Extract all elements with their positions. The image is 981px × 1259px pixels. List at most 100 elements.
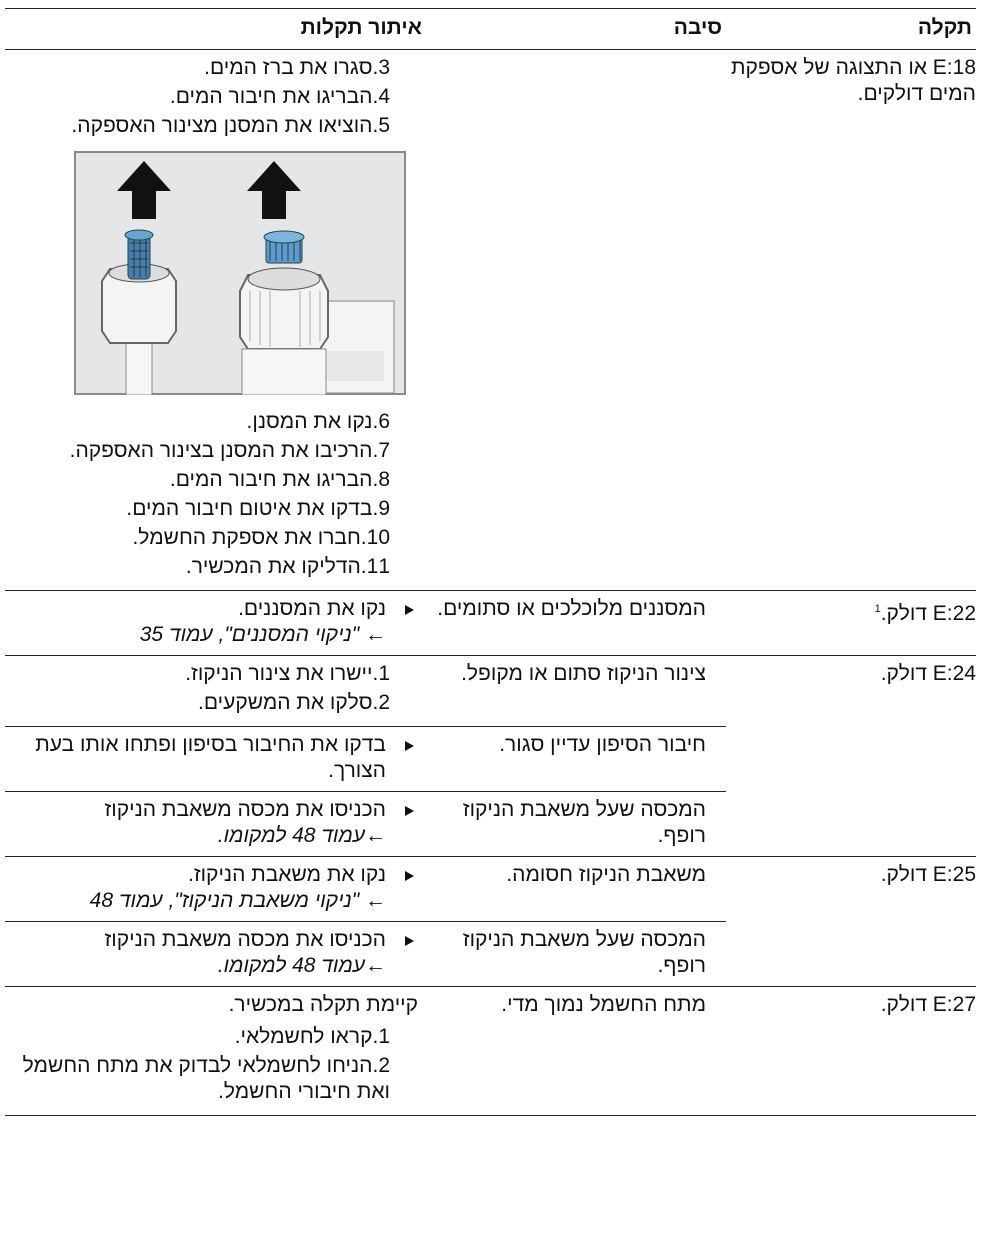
action: בדקו את החיבור בסיפון ופתחו אותו בעת הצו…: [9, 732, 418, 784]
step-text: הניחו לחשמלאי לבדוק את מתח החשמל ואת חיב…: [22, 1054, 390, 1103]
table-row: E:18 או התצוגה של אספקת המים דולקים. 3.סג…: [5, 49, 976, 591]
cause-text: המסננים מלוכלכים או סתומים.: [437, 597, 706, 620]
step-text: הבריגו את חיבור המים.: [169, 85, 373, 108]
action: הכניסו את מכסה משאבת הניקוז: [9, 927, 418, 953]
fault-cell: E:24 דולק.: [726, 655, 976, 857]
cause-cell: צינור הניקוז סתום או מקופל.: [426, 655, 726, 727]
table-row: E:22 דולק.1 המסננים מלוכלכים או סתומים. נק…: [5, 590, 976, 656]
step: 2.סלקו את המשקעים.: [9, 690, 418, 716]
step-number: 9.: [372, 497, 390, 520]
cause-text: חיבור הסיפון עדיין סגור.: [499, 733, 706, 756]
remedy-cell: בדקו את החיבור בסיפון ופתחו אותו בעת הצו…: [5, 726, 426, 792]
note: קיימת תקלה במכשיר.: [228, 993, 418, 1016]
cause-text: משאבת הניקוז חסומה.: [506, 863, 706, 886]
cause-text: צינור הניקוז סתום או מקופל.: [461, 662, 706, 685]
step-number: 8.: [372, 468, 390, 491]
step: 11.הדליקו את המכשיר.: [9, 554, 418, 580]
step-number: 5.: [372, 114, 390, 137]
footnote-mark: 1: [874, 603, 881, 615]
table-body: E:18 או התצוגה של אספקת המים דולקים. 3.סג…: [5, 49, 976, 1116]
step-text: יישרו את צינור הניקוז.: [185, 662, 373, 685]
table-row: המכסה שעל משאבת הניקוז רופף. הכניסו את מכ…: [5, 791, 976, 857]
table-row: E:25 דולק. משאבת הניקוז חסומה. נקו את משאב…: [5, 856, 976, 987]
fault-text: E:24 דולק.: [880, 662, 976, 685]
remedy-cell: 1.יישרו את צינור הניקוז. 2.סלקו את המשקעי…: [5, 655, 426, 727]
step-text: הוציאו את המסנן מצינור האספקה.: [71, 114, 373, 137]
cause-cell: מתח החשמל נמוך מדי.: [426, 986, 726, 1116]
fault-cell: E:27 דולק.: [726, 986, 976, 1116]
step: 1.קראו לחשמלאי.: [9, 1024, 418, 1050]
step: 9.בדקו את איטום חיבור המים.: [9, 496, 418, 522]
page-reference: ← "ניקוי משאבת הניקוז", עמוד 48: [89, 889, 386, 912]
cause-text: המכסה שעל משאבת הניקוז רופף.: [462, 798, 706, 847]
step-number: 10.: [360, 526, 390, 549]
step-number: 2.: [372, 1054, 390, 1077]
fault-text: E:22 דולק.: [880, 602, 976, 625]
header-cause: סיבה: [426, 8, 726, 50]
step-number: 1.: [372, 662, 390, 685]
step-number: 3.: [372, 56, 390, 79]
step-text: קראו לחשמלאי.: [234, 1025, 373, 1048]
step-number: 6.: [372, 410, 390, 433]
table-row: E:27 דולק. מתח החשמל נמוך מדי. קיימת תקלה …: [5, 986, 976, 1116]
cause-cell: המכסה שעל משאבת הניקוז רופף.: [426, 921, 726, 987]
remedy-cell: הכניסו את מכסה משאבת הניקוז ←עמוד 48 למקו…: [5, 921, 426, 987]
step-list: 3.סגרו את ברז המים. 4.הבריגו את חיבור המי…: [9, 55, 418, 139]
remedy-cell: נקו את המסננים. ← "ניקוי המסננים", עמוד 3…: [5, 590, 426, 656]
step-number: 7.: [372, 439, 390, 462]
page-reference: ←עמוד 48 למקומו.: [217, 954, 386, 977]
step: 4.הבריגו את חיבור המים.: [9, 84, 418, 110]
remedy-cell: נקו את משאבת הניקוז. ← "ניקוי משאבת הניקו…: [5, 856, 426, 922]
step-text: הבריגו את חיבור המים.: [169, 468, 373, 491]
page: תקלה סיבה איתור תקלות E:18 או התצוגה של …: [0, 8, 981, 1259]
step-text: חברו את אספקת החשמל.: [132, 526, 361, 549]
filter-illustration: [74, 151, 406, 395]
step-number: 1.: [372, 1025, 390, 1048]
step-text: הדליקו את המכשיר.: [185, 555, 361, 578]
fault-text: E:18 או התצוגה של אספקת המים דולקים.: [731, 56, 976, 105]
fault-text: E:25 דולק.: [880, 863, 976, 886]
cause-cell: המסננים מלוכלכים או סתומים.: [426, 590, 726, 656]
header-fault: תקלה: [726, 8, 976, 50]
step: 3.סגרו את ברז המים.: [9, 55, 418, 81]
step-number: 2.: [372, 691, 390, 714]
cause-cell: המכסה שעל משאבת הניקוז רופף.: [426, 791, 726, 857]
cause-cell: חיבור הסיפון עדיין סגור.: [426, 726, 726, 792]
step-list: 6.נקו את המסנן. 7.הרכיבו את המסנן בצינור …: [9, 409, 418, 580]
action: נקו את משאבת הניקוז.: [9, 862, 418, 888]
step: 7.הרכיבו את המסנן בצינור האספקה.: [9, 438, 418, 464]
step: 2.הניחו לחשמלאי לבדוק את מתח החשמל ואת ח…: [9, 1053, 418, 1105]
fault-cell: E:22 דולק.1: [726, 590, 976, 656]
step-list: 1.קראו לחשמלאי. 2.הניחו לחשמלאי לבדוק את …: [9, 1024, 418, 1105]
page-reference: ← "ניקוי המסננים", עמוד 35: [139, 623, 386, 646]
page-reference: ←עמוד 48 למקומו.: [217, 824, 386, 847]
action: הכניסו את מכסה משאבת הניקוז: [9, 797, 418, 823]
cause-cell: [426, 49, 726, 591]
cause-text: מתח החשמל נמוך מדי.: [501, 993, 706, 1016]
step-number: 4.: [372, 85, 390, 108]
step: 5.הוציאו את המסנן מצינור האספקה.: [9, 113, 418, 139]
step: 8.הבריגו את חיבור המים.: [9, 467, 418, 493]
header-remedy: איתור תקלות: [5, 8, 426, 50]
step-text: סגרו את ברז המים.: [204, 56, 373, 79]
fault-cell: E:18 או התצוגה של אספקת המים דולקים.: [726, 49, 976, 591]
step-text: הרכיבו את המסנן בצינור האספקה.: [69, 439, 373, 462]
step-text: בדקו את איטום חיבור המים.: [126, 497, 373, 520]
table-row: המכסה שעל משאבת הניקוז רופף. הכניסו את מכ…: [5, 921, 976, 987]
fault-cell: E:25 דולק.: [726, 856, 976, 987]
step-text: סלקו את המשקעים.: [197, 691, 373, 714]
troubleshooting-table: תקלה סיבה איתור תקלות E:18 או התצוגה של …: [5, 8, 976, 1116]
remedy-cell: 3.סגרו את ברז המים. 4.הבריגו את חיבור המי…: [5, 49, 426, 591]
table-row: E:24 דולק. צינור הניקוז סתום או מקופל. 1.י…: [5, 655, 976, 857]
step: 10.חברו את אספקת החשמל.: [9, 525, 418, 551]
action: נקו את המסננים.: [9, 596, 418, 622]
remedy-cell: הכניסו את מכסה משאבת הניקוז ←עמוד 48 למקו…: [5, 791, 426, 857]
fault-text: E:27 דולק.: [880, 993, 976, 1016]
table-row: חיבור הסיפון עדיין סגור. בדקו את החיבור ב…: [5, 726, 976, 792]
remedy-cell: קיימת תקלה במכשיר. 1.קראו לחשמלאי. 2.הניחו…: [5, 986, 426, 1116]
step: 1.יישרו את צינור הניקוז.: [9, 661, 418, 687]
cause-text: המכסה שעל משאבת הניקוז רופף.: [462, 928, 706, 977]
step-text: נקו את המסנן.: [246, 410, 373, 433]
step-number: 11.: [360, 555, 390, 578]
header-row: תקלה סיבה איתור תקלות: [5, 8, 976, 50]
